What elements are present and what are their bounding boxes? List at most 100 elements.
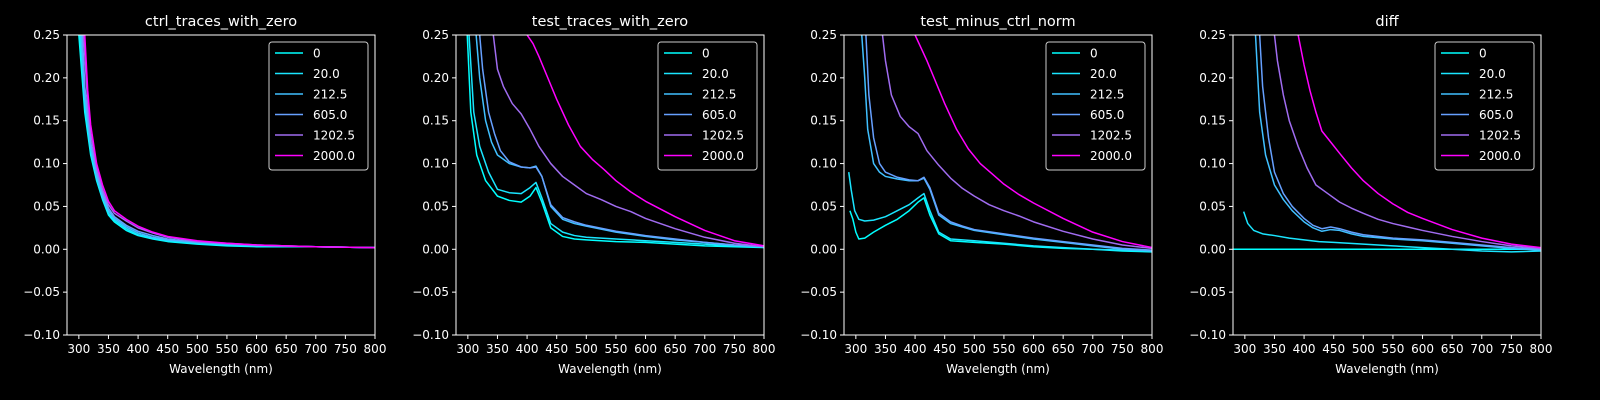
legend: 0 20.0 212.5 605.0 1202.5 2000.0 bbox=[268, 41, 369, 171]
y-tick-label: 0.15 bbox=[422, 114, 449, 128]
x-tick-label: 450 bbox=[1322, 342, 1345, 356]
series-group bbox=[466, 35, 764, 249]
legend-entry: 1202.5 bbox=[1479, 129, 1521, 143]
legend: 0 20.0 212.5 605.0 1202.5 2000.0 bbox=[657, 41, 758, 171]
x-axis-label: Wavelength (nm) bbox=[169, 362, 273, 376]
series-line bbox=[1242, 211, 1541, 253]
x-tick-label: 750 bbox=[723, 342, 746, 356]
x-tick-label: 500 bbox=[575, 342, 598, 356]
legend-entry: 212.5 bbox=[1090, 88, 1124, 102]
y-tick-label: 0.00 bbox=[422, 242, 449, 256]
legend-entry: 1202.5 bbox=[702, 129, 744, 143]
x-tick-label: 650 bbox=[664, 342, 687, 356]
x-tick-label: 750 bbox=[1111, 342, 1134, 356]
chart-panel: test_traces_with_zero 300 350 400 450 500 550 6… bbox=[412, 14, 775, 376]
x-tick-label: 700 bbox=[693, 342, 716, 356]
x-tick-label: 700 bbox=[304, 342, 327, 356]
x-tick-label: 500 bbox=[186, 342, 209, 356]
x-tick-label: 800 bbox=[753, 342, 776, 356]
series-line bbox=[865, 35, 1152, 251]
series-line bbox=[849, 197, 1152, 253]
legend: 0 20.0 212.5 605.0 1202.5 2000.0 bbox=[1434, 41, 1535, 171]
legend-entry: 20.0 bbox=[1090, 67, 1117, 81]
x-tick-label: 700 bbox=[1081, 342, 1104, 356]
x-tick-label: 650 bbox=[1052, 342, 1075, 356]
y-tick-label: 0.10 bbox=[422, 157, 449, 171]
y-tick-label: −0.10 bbox=[23, 328, 60, 342]
series-line bbox=[526, 35, 764, 247]
legend-entry: 1202.5 bbox=[1090, 129, 1132, 143]
legend-entry: 0 bbox=[1090, 47, 1098, 61]
series-line bbox=[847, 172, 1152, 252]
x-tick-label: 650 bbox=[275, 342, 298, 356]
x-tick-label: 750 bbox=[334, 342, 357, 356]
x-tick-label: 350 bbox=[97, 342, 120, 356]
x-tick-label: 300 bbox=[67, 342, 90, 356]
series-line bbox=[1254, 35, 1541, 251]
series-group bbox=[847, 35, 1152, 253]
x-tick-label: 450 bbox=[933, 342, 956, 356]
x-tick-label: 300 bbox=[1233, 342, 1256, 356]
axes-frame bbox=[66, 34, 376, 336]
series-line bbox=[492, 35, 764, 248]
x-tick-label: 600 bbox=[245, 342, 268, 356]
legend-entry: 605.0 bbox=[1090, 108, 1124, 122]
legend-entry: 2000.0 bbox=[1479, 149, 1521, 163]
legend-entry: 605.0 bbox=[313, 108, 347, 122]
x-tick-label: 550 bbox=[1381, 342, 1404, 356]
x-tick-label: 500 bbox=[963, 342, 986, 356]
legend-entry: 212.5 bbox=[1479, 88, 1513, 102]
y-tick-label: 0.15 bbox=[33, 114, 60, 128]
series-line bbox=[466, 35, 764, 249]
y-tick-label: 0.00 bbox=[33, 242, 60, 256]
y-tick-label: −0.05 bbox=[412, 285, 449, 299]
x-tick-label: 350 bbox=[1263, 342, 1286, 356]
series-line bbox=[1297, 35, 1541, 249]
y-tick-label: 0.25 bbox=[810, 28, 837, 42]
legend-entry: 212.5 bbox=[702, 88, 736, 102]
legend: 0 20.0 212.5 605.0 1202.5 2000.0 bbox=[1045, 41, 1146, 171]
chart-title: test_minus_ctrl_norm bbox=[920, 14, 1075, 30]
x-tick-label: 300 bbox=[456, 342, 479, 356]
legend-entry: 20.0 bbox=[702, 67, 729, 81]
legend-entry: 20.0 bbox=[313, 67, 340, 81]
x-axis-label: Wavelength (nm) bbox=[558, 362, 662, 376]
axes-frame bbox=[843, 34, 1153, 336]
x-axis-label: Wavelength (nm) bbox=[1335, 362, 1439, 376]
y-tick-label: 0.05 bbox=[33, 199, 60, 213]
y-tick-label: 0.10 bbox=[1199, 157, 1226, 171]
legend-entry: 0 bbox=[313, 47, 321, 61]
y-tick-label: −0.10 bbox=[412, 328, 449, 342]
y-tick-label: −0.05 bbox=[23, 285, 60, 299]
series-line bbox=[478, 35, 764, 248]
x-tick-label: 550 bbox=[604, 342, 627, 356]
y-tick-label: 0.20 bbox=[1199, 71, 1226, 85]
x-tick-label: 600 bbox=[1411, 342, 1434, 356]
x-tick-label: 800 bbox=[1141, 342, 1164, 356]
legend-entry: 1202.5 bbox=[313, 129, 355, 143]
y-tick-label: −0.10 bbox=[800, 328, 837, 342]
series-line bbox=[84, 35, 375, 249]
y-tick-label: 0.10 bbox=[33, 157, 60, 171]
chart-panel: diff 300 350 400 450 500 550 600 650 700 750 800 −0.… bbox=[1189, 14, 1552, 376]
x-tick-label: 350 bbox=[874, 342, 897, 356]
x-tick-label: 400 bbox=[127, 342, 150, 356]
y-tick-label: −0.05 bbox=[800, 285, 837, 299]
x-tick-label: 600 bbox=[1022, 342, 1045, 356]
x-tick-label: 800 bbox=[1530, 342, 1553, 356]
x-tick-label: 400 bbox=[516, 342, 539, 356]
x-tick-label: 550 bbox=[992, 342, 1015, 356]
legend-entry: 20.0 bbox=[1479, 67, 1506, 81]
x-tick-label: 500 bbox=[1352, 342, 1375, 356]
y-tick-label: −0.10 bbox=[1189, 328, 1226, 342]
y-tick-label: 0.05 bbox=[422, 199, 449, 213]
chart-title: diff bbox=[1375, 14, 1399, 30]
x-tick-label: 750 bbox=[1500, 342, 1523, 356]
legend-entry: 2000.0 bbox=[1090, 149, 1132, 163]
y-tick-label: −0.05 bbox=[1189, 285, 1226, 299]
series-group bbox=[78, 35, 375, 249]
x-tick-label: 450 bbox=[545, 342, 568, 356]
x-tick-label: 650 bbox=[1441, 342, 1464, 356]
axes-frame bbox=[455, 34, 765, 336]
